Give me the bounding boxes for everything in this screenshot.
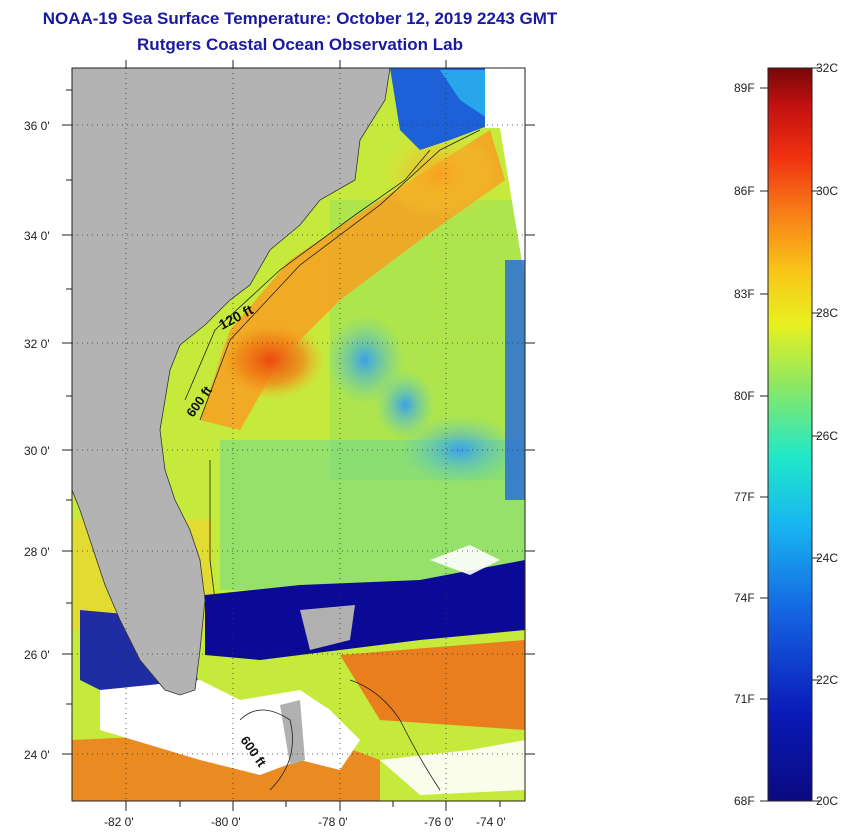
- colorbar-label-f: 74F: [734, 591, 755, 605]
- colorbar-label-f: 89F: [734, 81, 755, 95]
- colorbar-label-c: 24C: [816, 551, 838, 565]
- colorbar-label-c: 30C: [816, 184, 838, 198]
- colorbar-label-f: 86F: [734, 184, 755, 198]
- colorbar-label-f: 68F: [734, 794, 755, 808]
- colorbar-label-f: 83F: [734, 287, 755, 301]
- contour-600ft: [199, 129, 481, 421]
- colorbar-label-f: 71F: [734, 692, 755, 706]
- map-title: NOAA-19 Sea Surface Temperature: October…: [42, 9, 558, 28]
- colorbar-label-c: 22C: [816, 673, 838, 687]
- lat-label: 36 0': [24, 119, 50, 133]
- colorbar-label-c: 28C: [816, 306, 838, 320]
- colorbar-label-c: 32C: [816, 61, 838, 75]
- land-us-coast: [72, 68, 391, 696]
- map-frame: [71, 67, 526, 802]
- contour-120ft: [184, 149, 431, 401]
- lon-label: -82 0': [104, 815, 134, 829]
- lat-label: 28 0': [24, 545, 50, 559]
- warm-core: [215, 320, 325, 400]
- colorbar-label-f: 80F: [734, 389, 755, 403]
- lat-label: 24 0': [24, 748, 50, 762]
- colorbar-ticks: [760, 67, 820, 802]
- graticule: [72, 68, 525, 801]
- cold-band-bahamas: [205, 560, 525, 660]
- axis-ticks: [62, 60, 535, 811]
- colorbar-label-c: 20C: [816, 794, 838, 808]
- map-subtitle: Rutgers Coastal Ocean Observation Lab: [137, 35, 463, 54]
- lat-label: 34 0': [24, 229, 50, 243]
- lon-label: -76 0': [424, 815, 454, 829]
- lon-label: -80 0': [211, 815, 241, 829]
- colorbar: [767, 67, 813, 802]
- colorbar-label-f: 77F: [734, 490, 755, 504]
- lon-label: -74 0': [476, 815, 506, 829]
- warm-south-east: [340, 640, 525, 730]
- lat-label: 26 0': [24, 648, 50, 662]
- lon-label: -78 0': [318, 815, 348, 829]
- colorbar-label-c: 26C: [816, 429, 838, 443]
- lat-label: 30 0': [24, 444, 50, 458]
- lat-label: 32 0': [24, 337, 50, 351]
